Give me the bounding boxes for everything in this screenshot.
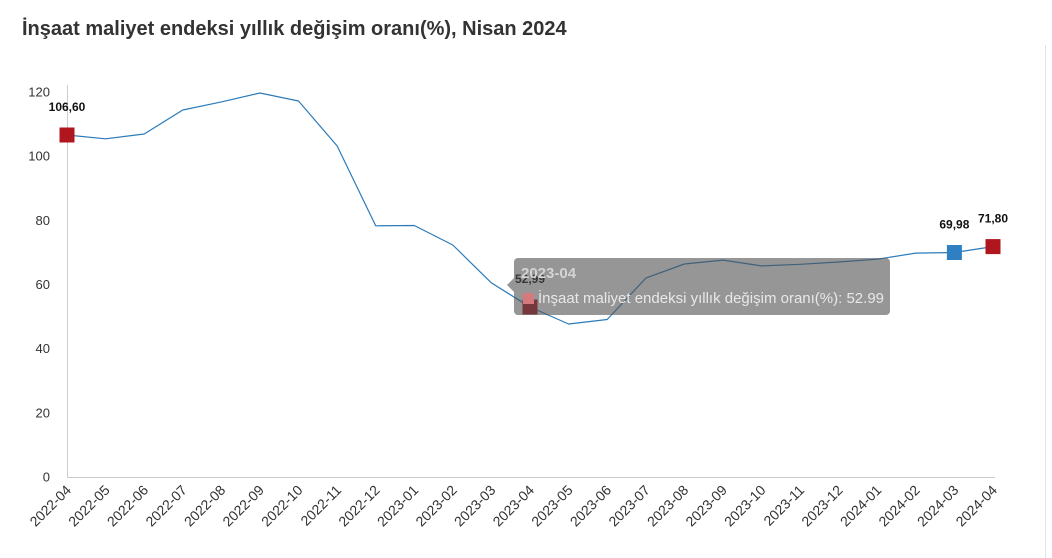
x-tick-label: 2022-05	[65, 482, 113, 530]
y-tick-label: 40	[36, 341, 50, 356]
highlight-marker[interactable]	[985, 239, 1001, 255]
tooltip-series-name: İnşaat maliyet endeksi yıllık değişim or…	[538, 290, 839, 307]
highlight-marker[interactable]	[59, 127, 75, 143]
data-point[interactable]	[911, 248, 921, 258]
x-tick-label: 2022-06	[104, 482, 152, 530]
data-point[interactable]	[178, 105, 188, 115]
x-tick-label: 2023-09	[682, 482, 730, 530]
x-tick-label: 2023-10	[721, 482, 769, 530]
y-axis-labels: 0 20 40 60 80 100 120	[28, 85, 50, 485]
tooltip-row: İnşaat maliyet endeksi yıllık değişim or…	[523, 290, 884, 307]
x-tick-label: 2024-02	[875, 482, 923, 530]
y-tick-label: 120	[28, 85, 50, 100]
axes	[67, 85, 995, 478]
chart-title: İnşaat maliyet endeksi yıllık değişim or…	[22, 18, 567, 40]
data-point[interactable]	[602, 315, 612, 325]
data-point[interactable]	[101, 134, 111, 144]
data-point[interactable]	[216, 97, 226, 107]
x-tick-label: 2023-12	[798, 482, 846, 530]
data-point[interactable]	[448, 240, 458, 250]
data-point[interactable]	[332, 141, 342, 151]
x-tick-label: 2022-09	[219, 482, 267, 530]
x-tick-label: 2023-06	[567, 482, 615, 530]
highlight-marker[interactable]	[946, 245, 962, 260]
x-tick-label: 2022-07	[142, 482, 190, 530]
y-tick-label: 80	[36, 213, 50, 228]
x-tick-label: 2023-07	[605, 482, 653, 530]
x-tick-label: 2022-04	[26, 482, 74, 530]
x-tick-label: 2023-02	[412, 482, 460, 530]
chart-tooltip: 2023-04 İnşaat maliyet endeksi yıllık de…	[507, 258, 890, 315]
x-tick-label: 2023-03	[451, 482, 499, 530]
data-point[interactable]	[371, 221, 381, 231]
data-point[interactable]	[564, 319, 574, 329]
data-label: 106,60	[49, 100, 86, 114]
x-tick-label: 2022-10	[258, 482, 306, 530]
data-point[interactable]	[294, 96, 304, 106]
data-label: 71,80	[978, 212, 1008, 226]
tooltip-separator: :	[838, 290, 847, 307]
data-point[interactable]	[486, 278, 496, 288]
x-tick-label: 2022-12	[335, 482, 383, 530]
y-tick-label: 0	[43, 470, 50, 485]
x-tick-label: 2023-05	[528, 482, 576, 530]
tooltip-series-marker-icon	[523, 293, 534, 304]
tooltip-value: 52.99	[846, 290, 885, 307]
data-point[interactable]	[255, 88, 265, 98]
x-tick-label: 2024-03	[914, 482, 962, 530]
x-tick-label: 2024-04	[952, 482, 1000, 530]
tooltip-category: 2023-04	[521, 265, 577, 282]
x-tick-label: 2024-01	[837, 482, 885, 530]
data-label: 69,98	[939, 218, 969, 232]
panel-border	[1045, 45, 1046, 558]
x-tick-label: 2022-08	[181, 482, 229, 530]
data-point[interactable]	[409, 221, 419, 231]
x-tick-label: 2023-08	[644, 482, 692, 530]
y-tick-label: 20	[36, 405, 50, 420]
x-tick-label: 2023-04	[489, 482, 537, 530]
x-tick-label: 2023-01	[374, 482, 422, 530]
data-point[interactable]	[139, 129, 149, 139]
y-tick-label: 100	[28, 149, 50, 164]
y-tick-label: 60	[36, 277, 50, 292]
x-axis-labels: 2022-042022-052022-062022-072022-082022-…	[26, 482, 1000, 530]
